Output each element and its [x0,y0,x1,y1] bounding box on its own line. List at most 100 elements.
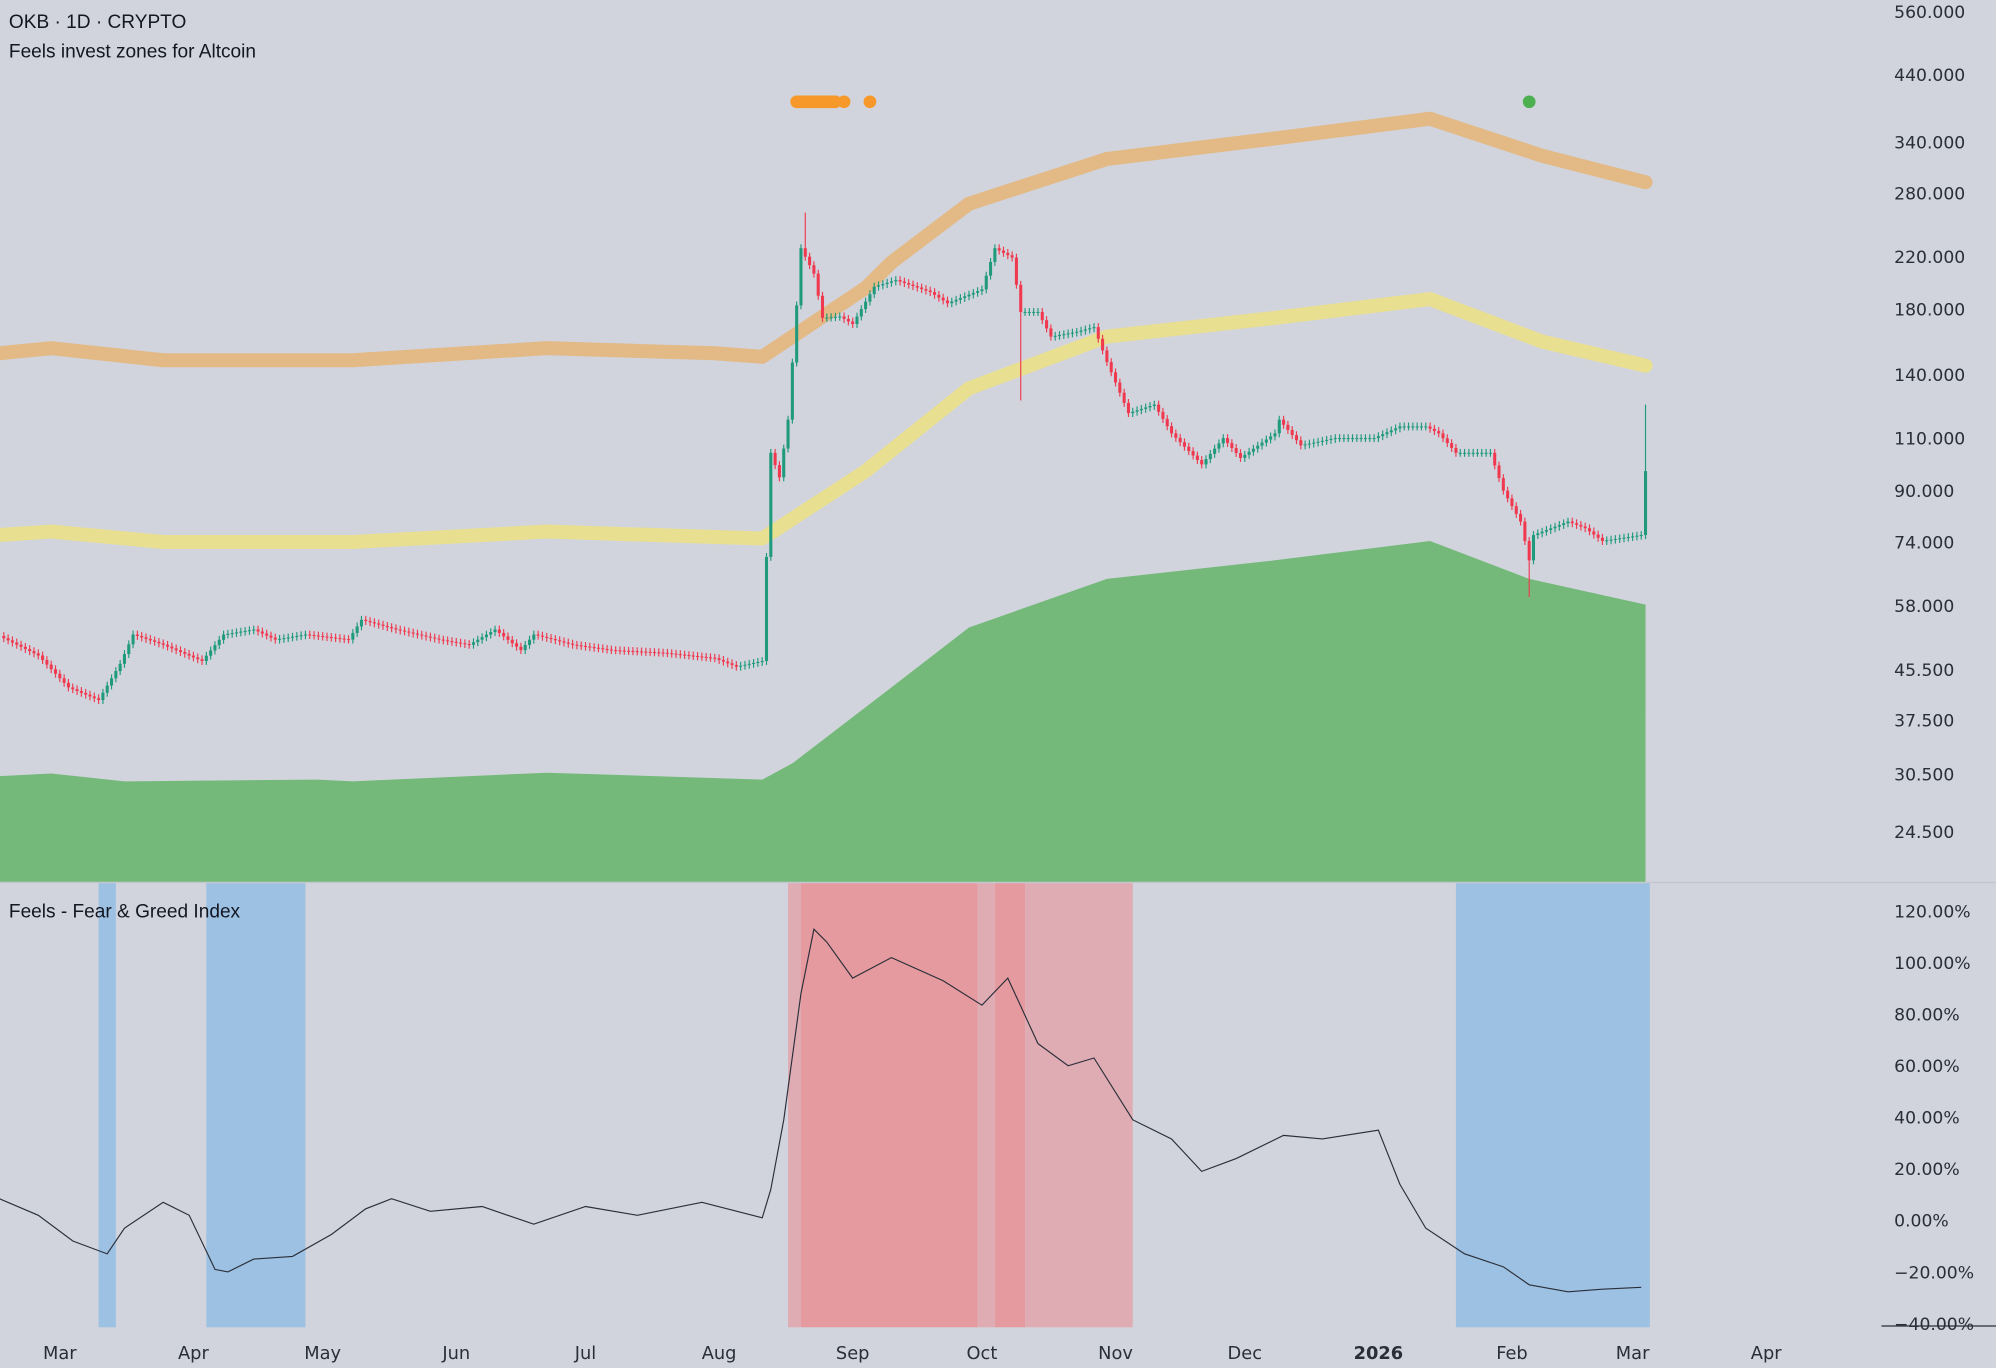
candle [950,297,954,308]
percent-tick-label: 60.00% [1894,1057,1959,1077]
candle-body [1450,443,1454,448]
candle [1450,439,1454,452]
time-tick-label: Mar [43,1343,77,1364]
candle-body [1419,426,1423,428]
candle [1562,519,1566,529]
candle [1226,434,1230,448]
candle [1014,253,1018,289]
candle-body [1333,438,1337,440]
time-tick-label: May [304,1343,341,1364]
candle-body [114,671,118,679]
candle [1243,450,1247,462]
candle-body [1178,437,1182,443]
time-tick-label: Apr [1751,1343,1782,1364]
candle [997,244,1001,255]
candle-body [1411,426,1415,428]
candle [351,629,355,644]
candle [489,628,493,639]
candle [1075,327,1079,337]
candle [601,644,605,653]
zone-blue [206,883,306,1328]
upper-band-line [0,111,1653,368]
candle-body [381,624,385,626]
time-axis[interactable]: Mar Apr May Jun Jul Aug Sep Oct Nov Dec 2026 Feb Mar… [43,1343,1782,1364]
candle [1600,533,1604,545]
candle-body [1605,540,1609,542]
zone-red-dark [800,883,978,1328]
candle-body [351,633,355,640]
candle [41,651,45,665]
candle-body [691,655,695,657]
zone-blue [98,883,116,1328]
candle [937,290,941,302]
lower-invest-zone [0,540,1646,882]
candle-body [1493,452,1497,466]
candle [497,625,501,637]
candle [993,244,997,266]
candle [1269,432,1273,444]
candle-body [53,669,58,674]
candle-body [1398,426,1402,429]
price-axis[interactable]: 560.000 440.000 340.000 280.000 220.000 180.0… [1894,3,1965,843]
candle-body [1583,526,1587,529]
candle-body [1157,404,1161,412]
candle-body [842,316,846,319]
candle [1040,308,1044,325]
candle-body [1549,528,1553,530]
candle [527,635,532,649]
candle [377,619,381,629]
candle [846,315,850,326]
candle [1493,448,1497,470]
candle-body [1441,433,1445,439]
candle [1234,444,1238,457]
candle [691,651,695,660]
candle [575,640,579,650]
candle [463,639,467,649]
candle [299,631,303,640]
candle [1027,308,1031,316]
candle-body [1562,523,1566,525]
time-tick-label: Mar [1616,1343,1650,1364]
candle [536,630,540,640]
candle-body [579,645,583,647]
candle [1389,426,1393,437]
time-tick-label: Dec [1228,1343,1262,1364]
candle [252,625,256,635]
candle [640,647,644,656]
candle [45,656,49,669]
candle [596,643,600,653]
candle-body [347,639,351,641]
candle-body [1014,257,1018,285]
candle [1217,439,1221,453]
candle [308,630,312,639]
candle [92,692,96,703]
percent-axis[interactable]: 120.00% 100.00% 80.00% 60.00% 40.00% 20.00% 0.… [1894,903,1974,1335]
candle [1553,522,1557,533]
candle-body [1251,448,1255,452]
candle [1260,438,1264,450]
percent-tick-label: 120.00% [1894,903,1970,923]
candle [889,277,893,287]
candle-body [933,292,937,295]
candle-body [1182,442,1186,447]
candle-body [1006,252,1010,256]
candle [157,637,161,648]
candle-body [1174,433,1178,438]
candle-body [799,248,803,306]
candle [437,634,441,644]
candle-body [721,659,725,662]
candle-body [187,653,191,656]
candle [795,301,799,367]
candle [1596,530,1600,542]
candle-body [605,648,609,650]
candle-body [1531,535,1536,561]
candle-body [101,692,105,701]
candle-body [1480,452,1484,454]
candle [713,653,717,663]
candle [454,637,458,647]
candle [131,630,135,649]
candle-body [864,301,868,310]
candle [1609,535,1613,545]
candle-body [299,635,303,637]
